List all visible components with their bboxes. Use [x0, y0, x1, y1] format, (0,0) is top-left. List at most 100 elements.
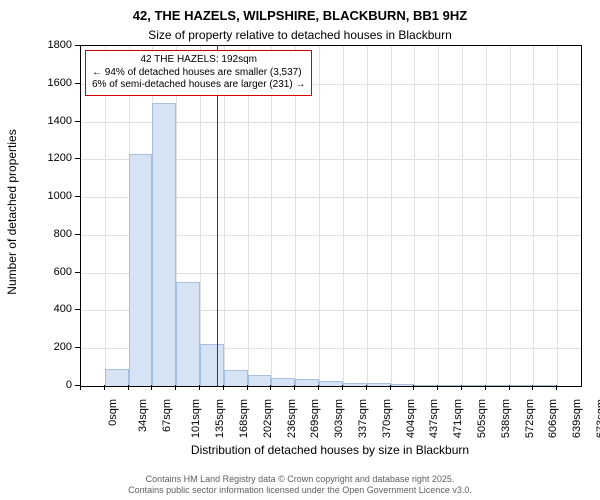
- x-tick: [342, 385, 343, 390]
- x-tick-label: 236sqm: [286, 399, 298, 438]
- histogram-bar: [391, 384, 415, 386]
- y-tick: [75, 158, 80, 159]
- x-tick: [80, 385, 81, 390]
- x-tick-label: 606sqm: [548, 399, 560, 438]
- gridline-v: [343, 46, 344, 386]
- annotation-line1: 42 THE HAZELS: 192sqm: [92, 54, 305, 67]
- x-tick-label: 437sqm: [429, 399, 441, 438]
- y-tick: [75, 309, 80, 310]
- title-line2: Size of property relative to detached ho…: [148, 28, 452, 42]
- title-line1: 42, THE HAZELS, WILPSHIRE, BLACKBURN, BB…: [133, 8, 467, 23]
- y-tick-label: 200: [0, 341, 72, 353]
- histogram-bar: [414, 385, 438, 386]
- gridline-v: [105, 46, 106, 386]
- histogram-bar: [271, 378, 295, 387]
- x-tick-label: 639sqm: [571, 399, 583, 438]
- histogram-bar: [105, 369, 129, 386]
- y-tick-label: 0: [0, 379, 72, 391]
- y-tick-label: 1800: [0, 39, 72, 51]
- gridline-v: [391, 46, 392, 386]
- x-tick-label: 673sqm: [595, 399, 600, 438]
- gridline-v: [200, 46, 201, 386]
- x-tick: [532, 385, 533, 390]
- y-tick-label: 1000: [0, 190, 72, 202]
- x-tick: [461, 385, 462, 390]
- gridline-v: [248, 46, 249, 386]
- x-tick-label: 202sqm: [262, 399, 274, 438]
- gridline-v: [224, 46, 225, 386]
- y-tick: [75, 83, 80, 84]
- x-tick-label: 505sqm: [476, 399, 488, 438]
- x-tick: [175, 385, 176, 390]
- x-tick: [151, 385, 152, 390]
- gridline-v: [510, 46, 511, 386]
- plot-area: 42 THE HAZELS: 192sqm← 94% of detached h…: [80, 45, 582, 387]
- x-tick: [223, 385, 224, 390]
- x-tick-label: 34sqm: [137, 399, 149, 432]
- histogram-bar: [438, 385, 462, 386]
- y-tick: [75, 347, 80, 348]
- x-tick-label: 404sqm: [405, 399, 417, 438]
- histogram-bar: [367, 383, 391, 386]
- x-tick-label: 168sqm: [238, 399, 250, 438]
- y-tick: [75, 234, 80, 235]
- y-tick-label: 600: [0, 266, 72, 278]
- subject-indicator-line: [217, 46, 218, 386]
- x-tick: [270, 385, 271, 390]
- x-tick: [437, 385, 438, 390]
- y-tick-label: 1200: [0, 152, 72, 164]
- y-axis-label: Number of detached properties: [5, 42, 19, 382]
- gridline-v: [486, 46, 487, 386]
- gridline-v: [271, 46, 272, 386]
- x-tick: [509, 385, 510, 390]
- chart-title: 42, THE HAZELS, WILPSHIRE, BLACKBURN, BB…: [0, 0, 600, 25]
- y-tick-label: 1400: [0, 115, 72, 127]
- gridline-v: [414, 46, 415, 386]
- annotation-box: 42 THE HAZELS: 192sqm← 94% of detached h…: [85, 50, 312, 96]
- histogram-bar: [295, 379, 319, 386]
- y-tick: [75, 272, 80, 273]
- x-tick-label: 0sqm: [107, 399, 119, 426]
- x-tick-label: 471sqm: [452, 399, 464, 438]
- gridline-v: [557, 46, 558, 386]
- gridline-v: [319, 46, 320, 386]
- x-tick-label: 538sqm: [500, 399, 512, 438]
- histogram-bar: [343, 383, 367, 386]
- x-tick: [199, 385, 200, 390]
- x-tick: [413, 385, 414, 390]
- y-tick: [75, 45, 80, 46]
- x-tick-label: 370sqm: [381, 399, 393, 438]
- gridline-v: [533, 46, 534, 386]
- gridline-v: [462, 46, 463, 386]
- footer-attribution: Contains HM Land Registry data © Crown c…: [0, 474, 600, 497]
- histogram-bar: [248, 375, 272, 386]
- histogram-bar: [319, 381, 343, 386]
- chart-subtitle: Size of property relative to detached ho…: [0, 25, 600, 44]
- gridline-v: [438, 46, 439, 386]
- gridline-v: [367, 46, 368, 386]
- y-tick: [75, 196, 80, 197]
- x-tick: [556, 385, 557, 390]
- histogram-bar: [224, 370, 248, 386]
- gridline-v: [295, 46, 296, 386]
- x-tick: [294, 385, 295, 390]
- histogram-bar: [152, 103, 176, 386]
- x-tick-label: 337sqm: [357, 399, 369, 438]
- x-tick: [390, 385, 391, 390]
- chart-container: 42, THE HAZELS, WILPSHIRE, BLACKBURN, BB…: [0, 0, 600, 500]
- y-tick: [75, 121, 80, 122]
- histogram-bar: [533, 385, 557, 386]
- histogram-bar: [462, 385, 486, 386]
- x-tick-label: 572sqm: [524, 399, 536, 438]
- annotation-line2: ← 94% of detached houses are smaller (3,…: [92, 67, 305, 80]
- x-axis-label: Distribution of detached houses by size …: [80, 443, 580, 457]
- x-tick-label: 67sqm: [161, 399, 173, 432]
- x-tick: [104, 385, 105, 390]
- x-tick: [128, 385, 129, 390]
- y-tick-label: 400: [0, 303, 72, 315]
- footer-line1: Contains HM Land Registry data © Crown c…: [146, 474, 455, 484]
- x-tick: [485, 385, 486, 390]
- histogram-bar: [200, 344, 224, 386]
- x-tick: [366, 385, 367, 390]
- histogram-bar: [176, 282, 200, 386]
